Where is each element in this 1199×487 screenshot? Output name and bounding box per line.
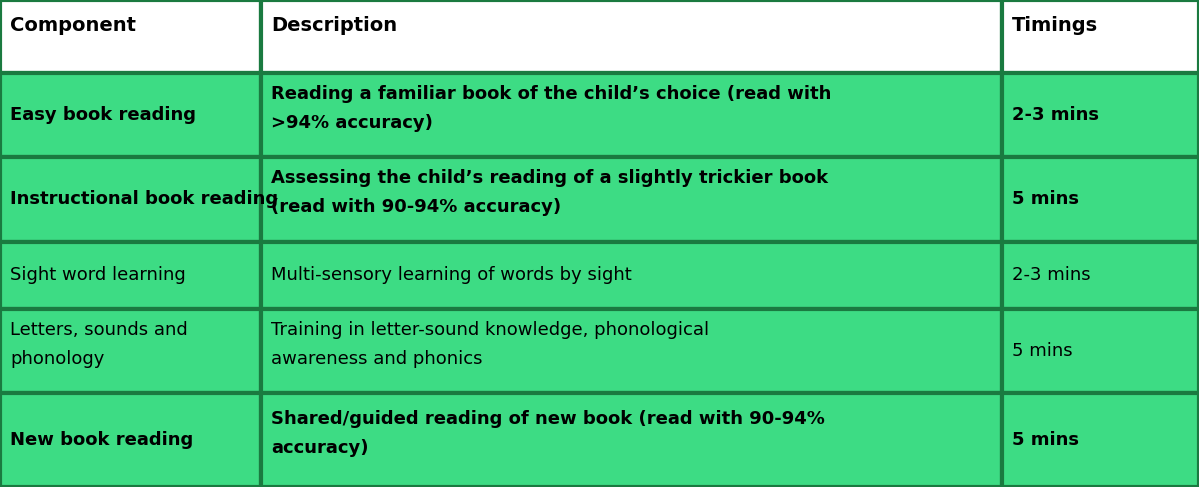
Text: Component: Component [10,16,135,35]
Bar [0,157,261,242]
Bar [0,393,261,487]
Text: New book reading: New book reading [10,431,193,449]
Text: Easy book reading: Easy book reading [10,106,195,124]
Bar [1002,393,1199,487]
Text: >94% accuracy): >94% accuracy) [271,114,433,132]
Bar [0,0,261,73]
Text: Description: Description [271,16,398,35]
Text: accuracy): accuracy) [271,439,369,457]
Text: Shared/guided reading of new book (read with 90-94%: Shared/guided reading of new book (read … [271,410,825,428]
Text: 5 mins: 5 mins [1012,431,1079,449]
Text: Assessing the child’s reading of a slightly trickier book: Assessing the child’s reading of a sligh… [271,169,829,187]
Bar [261,309,1002,393]
Text: 5 mins: 5 mins [1012,342,1073,360]
Bar [0,73,261,157]
Text: Instructional book reading: Instructional book reading [10,190,278,208]
Text: Reading a familiar book of the child’s choice (read with: Reading a familiar book of the child’s c… [271,85,832,103]
Bar [261,242,1002,309]
Text: Multi-sensory learning of words by sight: Multi-sensory learning of words by sight [271,266,632,284]
Text: (read with 90-94% accuracy): (read with 90-94% accuracy) [271,198,561,216]
Bar [1002,73,1199,157]
Bar [261,0,1002,73]
Text: Timings: Timings [1012,16,1098,35]
Bar [261,393,1002,487]
Text: Sight word learning: Sight word learning [10,266,186,284]
Bar [0,242,261,309]
Bar [1002,242,1199,309]
Bar [1002,157,1199,242]
Text: Letters, sounds and: Letters, sounds and [10,321,188,339]
Bar [0,309,261,393]
Bar [261,73,1002,157]
Bar [1002,309,1199,393]
Text: 2-3 mins: 2-3 mins [1012,266,1091,284]
Text: 5 mins: 5 mins [1012,190,1079,208]
Bar [1002,0,1199,73]
Text: 2-3 mins: 2-3 mins [1012,106,1099,124]
Text: Training in letter-sound knowledge, phonological: Training in letter-sound knowledge, phon… [271,321,710,339]
Text: awareness and phonics: awareness and phonics [271,350,483,368]
Text: phonology: phonology [10,350,104,368]
Bar [261,157,1002,242]
